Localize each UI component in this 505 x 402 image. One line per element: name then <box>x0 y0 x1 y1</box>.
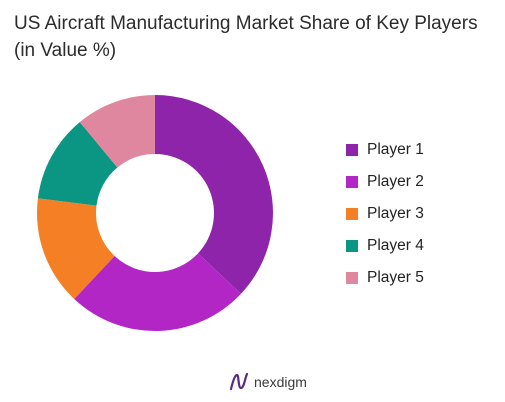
legend-item-3: Player 3 <box>346 198 496 230</box>
slice-2 <box>74 253 242 331</box>
slice-4 <box>37 122 118 206</box>
legend-swatch <box>346 240 358 252</box>
legend-item-5: Player 5 <box>346 262 496 294</box>
legend-label: Player 1 <box>367 141 424 158</box>
brand-text: nexdigm <box>254 374 307 390</box>
legend-label: Player 4 <box>367 237 424 254</box>
legend-swatch <box>346 144 358 156</box>
slice-5 <box>79 95 155 168</box>
legend-label: Player 5 <box>367 269 424 286</box>
brand-logo: nexdigm <box>228 372 307 392</box>
legend-swatch <box>346 176 358 188</box>
slice-1 <box>155 95 273 294</box>
legend-item-2: Player 2 <box>346 166 496 198</box>
legend-label: Player 3 <box>367 205 424 222</box>
legend-item-4: Player 4 <box>346 230 496 262</box>
legend-item-1: Player 1 <box>346 134 496 166</box>
nexdigm-logo-icon <box>229 372 249 391</box>
legend-label: Player 2 <box>367 173 424 190</box>
chart-title: US Aircraft Manufacturing Market Share o… <box>14 13 478 61</box>
slice-3 <box>36 198 115 300</box>
legend-swatch <box>346 208 358 220</box>
legend: Player 1 Player 2 Player 3 Player 4 Player 5 <box>346 134 496 294</box>
legend-swatch <box>346 272 358 284</box>
